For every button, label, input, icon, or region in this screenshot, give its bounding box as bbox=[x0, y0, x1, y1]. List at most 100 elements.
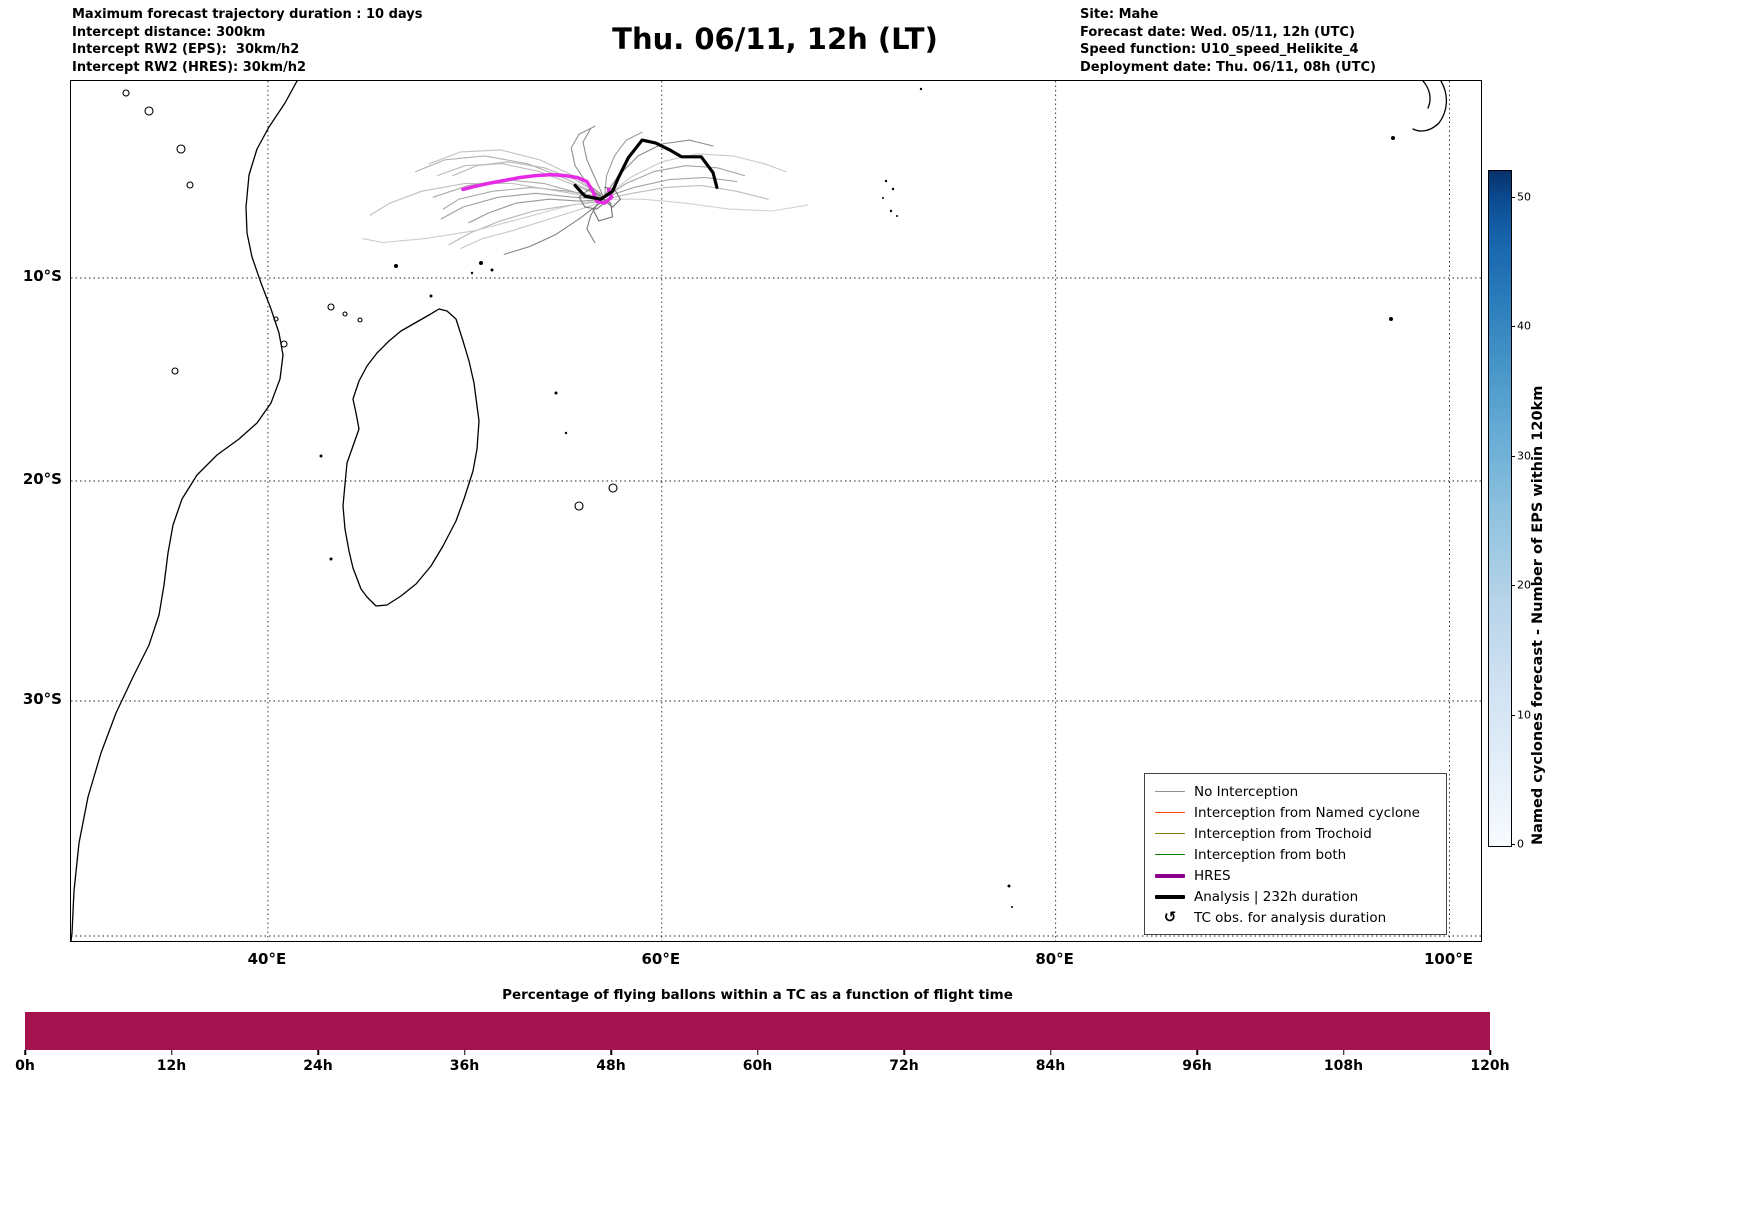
y-tick-label: 20°S bbox=[22, 470, 62, 488]
eps-trajectory bbox=[602, 186, 621, 208]
eps-trajectory bbox=[503, 200, 604, 255]
bottom-axis-tick-label: 0h bbox=[15, 1058, 35, 1074]
hres-trajectory bbox=[461, 172, 614, 205]
bottom-axis-tick-mark bbox=[317, 1050, 319, 1055]
eps-trajectory bbox=[369, 182, 604, 216]
colorbar-label: Named cyclones forecast - Number of EPS … bbox=[1530, 385, 1546, 845]
coastlines bbox=[71, 81, 1448, 941]
eps-trajectory bbox=[361, 198, 604, 244]
colorbar-tick-label: 40 bbox=[1517, 319, 1531, 333]
coastline-sumatra-islet bbox=[1422, 81, 1431, 109]
legend-line bbox=[1155, 811, 1185, 814]
x-tick-label: 100°E bbox=[1423, 950, 1474, 968]
colorbar-tick-mark bbox=[1511, 196, 1515, 198]
colorbar-tick-mark bbox=[1511, 844, 1515, 845]
legend-line-swatch bbox=[1155, 894, 1185, 899]
coastline-africa bbox=[71, 81, 298, 941]
bottom-axis-tick-label: 12h bbox=[156, 1058, 187, 1074]
bottom-axis-tick-label: 120h bbox=[1470, 1058, 1510, 1074]
colorbar-tick-label: 0 bbox=[1517, 837, 1524, 851]
legend-row: Interception from Trochoid bbox=[1155, 823, 1436, 844]
bottom-axis-tick-mark bbox=[463, 1050, 466, 1055]
legend-line bbox=[1155, 894, 1185, 899]
eps-trajectory bbox=[428, 149, 602, 196]
legend-row: No Interception bbox=[1155, 781, 1436, 802]
colorbar-tick-mark bbox=[1511, 455, 1515, 457]
legend-line bbox=[1155, 873, 1185, 878]
trajectories bbox=[361, 125, 809, 255]
bottom-axis-tick-mark bbox=[170, 1050, 173, 1055]
legend-row: Interception from both bbox=[1155, 844, 1436, 865]
legend-label: Interception from Named cyclone bbox=[1194, 804, 1420, 821]
eps-trajectory bbox=[604, 153, 787, 198]
eps-trajectory bbox=[415, 155, 604, 198]
info-line: Speed function: U10_speed_Helikite_4 bbox=[1080, 42, 1359, 57]
bottom-bar-chart bbox=[25, 1012, 1490, 1050]
info-line: Site: Mahe bbox=[1080, 7, 1159, 22]
map-legend: No Interception Interception from Named c… bbox=[1144, 773, 1447, 935]
colorbar-tick-mark bbox=[1511, 585, 1515, 587]
info-line: Deployment date: Thu. 06/11, 08h (UTC) bbox=[1080, 59, 1376, 75]
eps-trajectory bbox=[604, 165, 746, 198]
legend-line bbox=[1155, 832, 1185, 835]
eps-trajectory bbox=[448, 200, 604, 246]
param-line: Intercept RW2 (EPS): 30km/h2 bbox=[72, 42, 300, 57]
info-line: Forecast date: Wed. 05/11, 12h (UTC) bbox=[1080, 24, 1355, 40]
colorbar bbox=[1488, 170, 1512, 847]
param-line: Intercept distance: 300km bbox=[72, 24, 266, 40]
eps-trajectory bbox=[604, 131, 643, 196]
bottom-axis-tick-label: 108h bbox=[1323, 1058, 1364, 1074]
x-tick-label: 40°E bbox=[247, 950, 287, 968]
bottom-axis-tick-mark bbox=[1489, 1050, 1491, 1055]
legend-label: TC obs. for analysis duration bbox=[1194, 909, 1387, 926]
legend-label: Analysis | 232h duration bbox=[1194, 888, 1359, 905]
bottom-axis-tick-mark bbox=[1196, 1050, 1198, 1055]
colorbar-tick-label: 30 bbox=[1517, 449, 1531, 463]
bottom-axis-tick-mark bbox=[1342, 1050, 1345, 1055]
param-line: Maximum forecast trajectory duration : 1… bbox=[72, 7, 423, 22]
flight-time-bar bbox=[25, 1012, 1490, 1050]
rotate-ccw-icon: ↺ bbox=[1163, 908, 1177, 926]
header-parameters: Maximum forecast trajectory duration : 1… bbox=[72, 6, 423, 76]
coastline-madagascar bbox=[342, 308, 480, 607]
eps-trajectory bbox=[440, 192, 604, 220]
x-tick-label: 80°E bbox=[1035, 950, 1074, 968]
header-forecast-info: Site: Mahe Forecast date: Wed. 05/11, 12… bbox=[1080, 6, 1376, 76]
legend-line-swatch bbox=[1155, 873, 1185, 878]
eps-trajectory bbox=[604, 198, 809, 212]
bottom-axis-tick-label: 48h bbox=[596, 1058, 626, 1074]
x-tick-label: 60°E bbox=[641, 950, 681, 968]
bottom-axis-tick-label: 84h bbox=[1035, 1058, 1066, 1074]
legend-line-swatch bbox=[1155, 832, 1185, 835]
bottom-axis-tick-label: 24h bbox=[303, 1058, 333, 1074]
bottom-axis-tick-mark bbox=[24, 1050, 26, 1055]
eps-trajectory bbox=[468, 198, 604, 224]
eps-trajectory bbox=[452, 161, 602, 196]
eps-trajectory bbox=[604, 184, 769, 200]
islands bbox=[122, 87, 1395, 908]
figure-title: Thu. 06/11, 12h (LT) bbox=[612, 22, 938, 56]
eps-trajectory bbox=[586, 198, 602, 244]
legend-row: ↺ TC obs. for analysis duration bbox=[1155, 907, 1436, 928]
bottom-axis-tick-mark bbox=[610, 1050, 612, 1055]
colorbar-tick-mark bbox=[1511, 714, 1515, 716]
bottom-axis-tick-mark bbox=[756, 1050, 759, 1055]
eps-trajectory bbox=[436, 163, 604, 198]
y-tick-label: 30°S bbox=[22, 690, 62, 708]
y-tick-label: 10°S bbox=[22, 267, 62, 285]
legend-row: Analysis | 232h duration bbox=[1155, 886, 1436, 907]
map-canvas bbox=[71, 81, 1481, 941]
bottom-chart-title: Percentage of flying ballons within a TC… bbox=[502, 987, 1013, 1003]
eps-trajectory bbox=[442, 186, 604, 210]
eps-trajectory bbox=[460, 200, 606, 249]
legend-line bbox=[1155, 790, 1185, 793]
legend-line bbox=[1155, 853, 1185, 856]
legend-row: HRES bbox=[1155, 865, 1436, 886]
legend-label: HRES bbox=[1194, 867, 1231, 884]
legend-line-swatch bbox=[1155, 790, 1185, 793]
eps-trajectory bbox=[582, 127, 604, 196]
gridlines bbox=[71, 81, 1481, 941]
bottom-axis-tick-label: 96h bbox=[1182, 1058, 1212, 1074]
bottom-axis-tick-label: 60h bbox=[742, 1058, 773, 1074]
